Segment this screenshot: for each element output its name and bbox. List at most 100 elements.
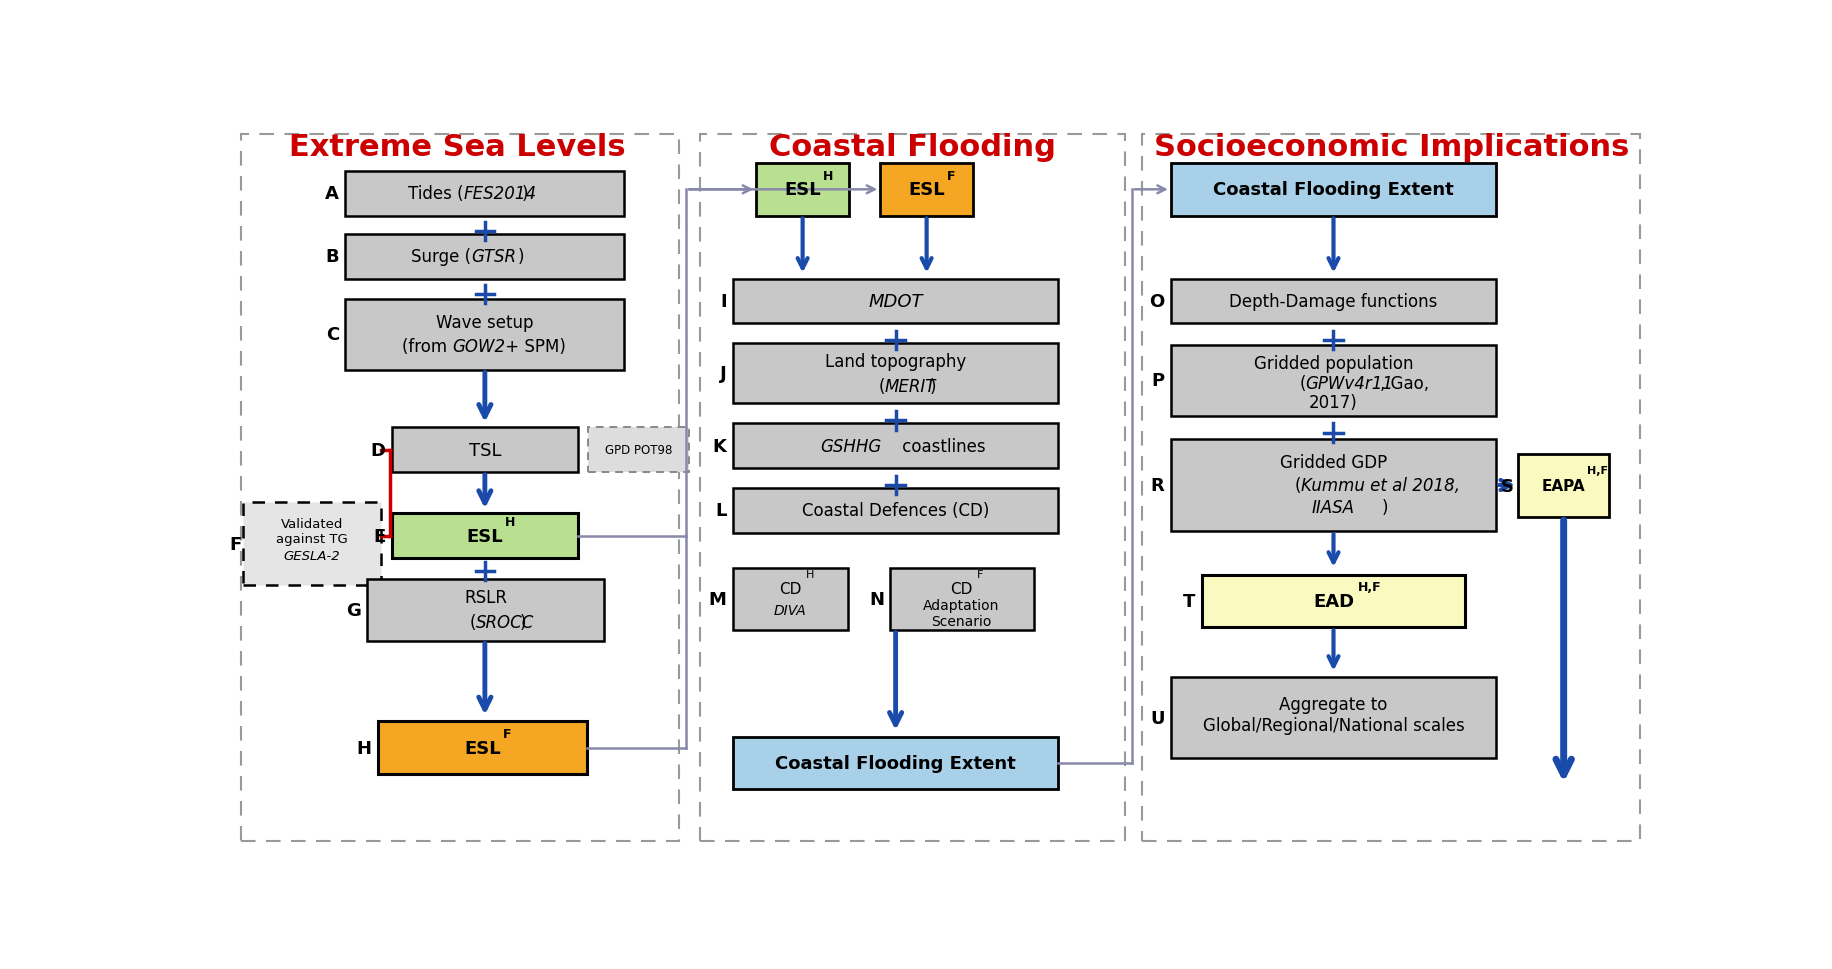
Text: GTSR: GTSR (471, 248, 515, 266)
Text: SROCC: SROCC (476, 613, 535, 632)
FancyBboxPatch shape (733, 737, 1057, 790)
Text: 2017): 2017) (1308, 393, 1358, 412)
Text: O: O (1149, 293, 1163, 311)
Text: ): ) (1381, 498, 1387, 516)
FancyBboxPatch shape (733, 488, 1057, 533)
FancyBboxPatch shape (344, 299, 625, 370)
FancyBboxPatch shape (1171, 164, 1495, 216)
Text: GPWv4r11: GPWv4r11 (1304, 375, 1392, 393)
Text: H,F: H,F (1587, 466, 1607, 476)
Text: Coastal Flooding: Coastal Flooding (769, 133, 1055, 162)
Text: S: S (1499, 478, 1513, 495)
Text: ESL: ESL (467, 527, 504, 546)
FancyBboxPatch shape (1171, 677, 1495, 759)
Text: F: F (947, 170, 954, 182)
FancyBboxPatch shape (733, 344, 1057, 404)
Text: DIVA: DIVA (773, 603, 806, 617)
FancyBboxPatch shape (377, 722, 586, 774)
FancyBboxPatch shape (733, 424, 1057, 469)
Text: Scenario: Scenario (931, 614, 991, 628)
Text: Surge (: Surge ( (410, 248, 471, 266)
Text: GPD POT98: GPD POT98 (605, 444, 672, 456)
Text: M: M (709, 590, 725, 609)
Text: Coastal Defences (CD): Coastal Defences (CD) (801, 502, 989, 520)
Text: Tides (: Tides ( (407, 185, 463, 203)
FancyBboxPatch shape (392, 427, 577, 473)
Text: H: H (506, 516, 515, 528)
Text: ): ) (929, 377, 936, 395)
Text: G: G (346, 601, 361, 619)
Text: MERIT: MERIT (885, 377, 936, 395)
Text: H: H (823, 170, 834, 182)
Text: F: F (976, 570, 982, 579)
FancyBboxPatch shape (1171, 439, 1495, 532)
Text: ESL: ESL (463, 738, 500, 757)
FancyBboxPatch shape (733, 569, 846, 630)
Text: Land topography: Land topography (824, 353, 965, 371)
FancyBboxPatch shape (344, 172, 625, 216)
Text: Aggregate to: Aggregate to (1279, 695, 1387, 713)
Text: H: H (357, 738, 372, 757)
FancyBboxPatch shape (1517, 454, 1608, 517)
Text: + SPM): + SPM) (500, 338, 566, 356)
Text: (: ( (878, 377, 885, 395)
Text: EAD: EAD (1312, 593, 1354, 610)
Text: Global/Regional/National scales: Global/Regional/National scales (1202, 716, 1464, 735)
Text: TSL: TSL (469, 441, 500, 459)
FancyBboxPatch shape (1171, 279, 1495, 324)
Text: FES2014: FES2014 (463, 185, 537, 203)
Text: ): ) (517, 248, 524, 266)
Text: B: B (326, 248, 339, 266)
Text: Depth-Damage functions: Depth-Damage functions (1229, 293, 1436, 311)
Text: Coastal Flooding Extent: Coastal Flooding Extent (775, 754, 1015, 772)
FancyBboxPatch shape (733, 279, 1057, 324)
FancyBboxPatch shape (1202, 576, 1464, 628)
FancyBboxPatch shape (588, 427, 689, 473)
FancyBboxPatch shape (344, 234, 625, 279)
Text: L: L (714, 502, 725, 520)
Text: Validated: Validated (280, 517, 343, 530)
Text: RSLR: RSLR (463, 589, 507, 607)
FancyBboxPatch shape (757, 164, 848, 216)
Text: against TG: against TG (277, 533, 348, 546)
Text: Socioeconomic Implications: Socioeconomic Implications (1154, 133, 1629, 162)
Text: K: K (713, 437, 725, 455)
Text: CD: CD (779, 581, 801, 596)
Text: coastlines: coastlines (896, 437, 986, 455)
FancyBboxPatch shape (1171, 346, 1495, 417)
FancyBboxPatch shape (879, 164, 973, 216)
Text: F: F (229, 535, 242, 553)
Text: ESL: ESL (784, 181, 821, 199)
Text: C: C (326, 326, 339, 344)
Text: ): ) (520, 613, 526, 632)
Text: Adaptation: Adaptation (923, 599, 998, 612)
Text: Gridded GDP: Gridded GDP (1279, 453, 1387, 471)
Text: ): ) (522, 185, 528, 203)
Text: ESL: ESL (909, 181, 945, 199)
Text: T: T (1182, 593, 1194, 610)
Text: CD: CD (949, 581, 973, 596)
Text: (: ( (469, 613, 476, 632)
FancyBboxPatch shape (366, 579, 605, 641)
Text: IIASA: IIASA (1312, 498, 1354, 516)
Text: Coastal Flooding Extent: Coastal Flooding Extent (1213, 181, 1453, 199)
Text: (from: (from (401, 338, 453, 356)
Text: GESLA-2: GESLA-2 (284, 549, 341, 563)
Text: N: N (868, 590, 883, 609)
Text: (: ( (1299, 375, 1304, 393)
Text: (: ( (1293, 477, 1301, 494)
Text: Wave setup: Wave setup (436, 313, 533, 331)
Text: E: E (374, 527, 385, 546)
Text: Gridded population: Gridded population (1253, 355, 1412, 373)
FancyBboxPatch shape (392, 514, 577, 558)
Text: U: U (1149, 708, 1163, 727)
Text: H,F: H,F (1358, 580, 1381, 594)
Text: D: D (370, 441, 385, 459)
Text: MDOT: MDOT (868, 293, 921, 311)
Text: H: H (806, 570, 813, 579)
Text: Kummu et al 2018,: Kummu et al 2018, (1301, 477, 1458, 494)
Text: J: J (720, 365, 725, 383)
Text: , Gao,: , Gao, (1379, 375, 1429, 393)
FancyBboxPatch shape (244, 502, 381, 585)
Text: GSHHG: GSHHG (821, 437, 881, 455)
